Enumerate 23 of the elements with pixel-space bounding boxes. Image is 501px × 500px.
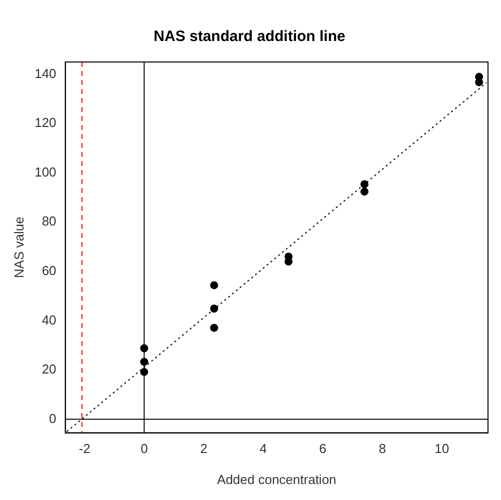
y-tick-label: 20 [42,362,56,377]
x-tick-label: -2 [78,441,90,456]
point [210,304,218,313]
point [210,281,218,290]
x-tick-label: 2 [200,441,208,456]
y-tick-label: 120 [34,115,56,130]
y-tick-label: 0 [49,410,56,426]
point [210,324,218,332]
x-tick-label: 10 [434,441,450,456]
point [360,180,368,188]
point [360,188,368,196]
y-tick-label: 60 [42,263,56,278]
y-tick-label: 140 [34,66,56,81]
x-tick-label: 6 [319,441,326,456]
x-tick-label: 0 [140,441,148,456]
y-tick-label: 40 [42,312,56,328]
x-tick-label: 4 [260,441,267,456]
x-axis-title: Added concentration [217,472,336,487]
chart-title: NAS standard addition line [154,28,346,46]
y-tick-label: 80 [42,214,56,229]
y-tick-label: 100 [34,164,56,180]
y-axis-title: NAS value [11,216,26,278]
x-tick-label: 8 [378,441,386,456]
